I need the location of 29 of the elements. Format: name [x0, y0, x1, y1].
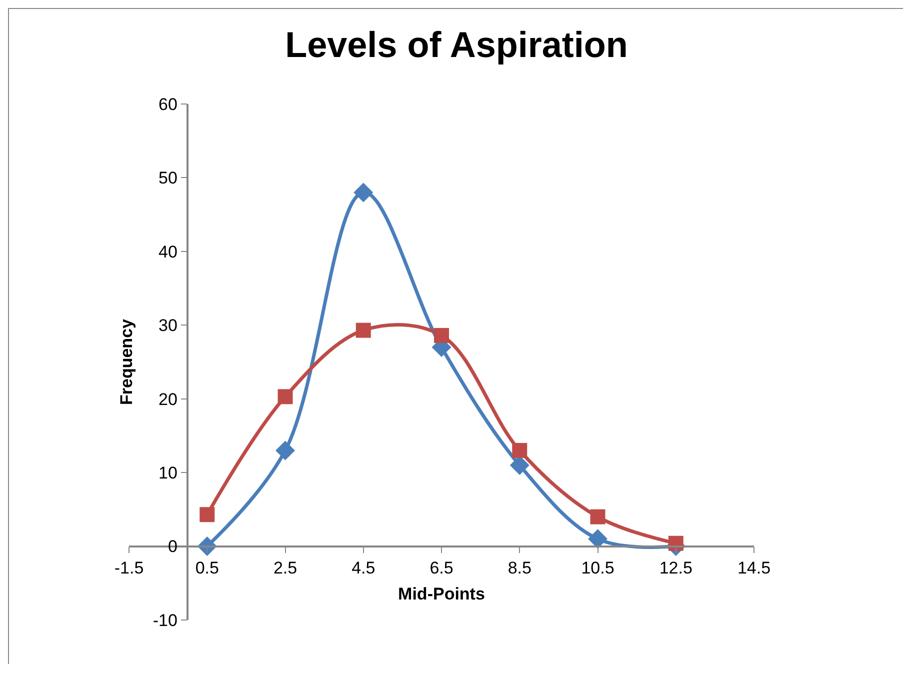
x-tick-label: 14.5 — [737, 558, 771, 578]
point — [590, 509, 606, 524]
x-tick-label: 10.5 — [581, 558, 614, 578]
point — [200, 507, 215, 522]
x-tick-label: 12.5 — [659, 558, 692, 578]
x-tick-label: 2.5 — [273, 558, 298, 578]
y-tick-label: -10 — [152, 610, 178, 630]
x-tick-label: 0.5 — [195, 558, 219, 578]
y-tick-label: 0 — [168, 537, 178, 556]
y-tick-label: 40 — [158, 242, 178, 262]
x-tick-label: 8.5 — [508, 558, 532, 578]
x-tick-label: 4.5 — [352, 558, 376, 578]
y-axis-title: Frequency — [116, 318, 136, 405]
y-tick-label: 20 — [158, 390, 178, 409]
point — [278, 389, 293, 404]
x-tick-label: 6.5 — [430, 558, 454, 578]
point — [588, 529, 608, 549]
y-tick-label: 10 — [158, 464, 178, 483]
y-tick-label: 30 — [158, 316, 178, 336]
point — [512, 442, 528, 458]
point — [434, 328, 449, 343]
point — [276, 440, 295, 460]
point — [354, 182, 374, 202]
y-tick-label: 60 — [158, 94, 178, 114]
point — [356, 322, 371, 338]
chart-title: Levels of Aspiration — [285, 24, 628, 66]
x-axis-title: Mid-Points — [398, 584, 485, 604]
y-tick-label: 50 — [158, 168, 178, 188]
x-tick-label: -1.5 — [114, 558, 144, 578]
